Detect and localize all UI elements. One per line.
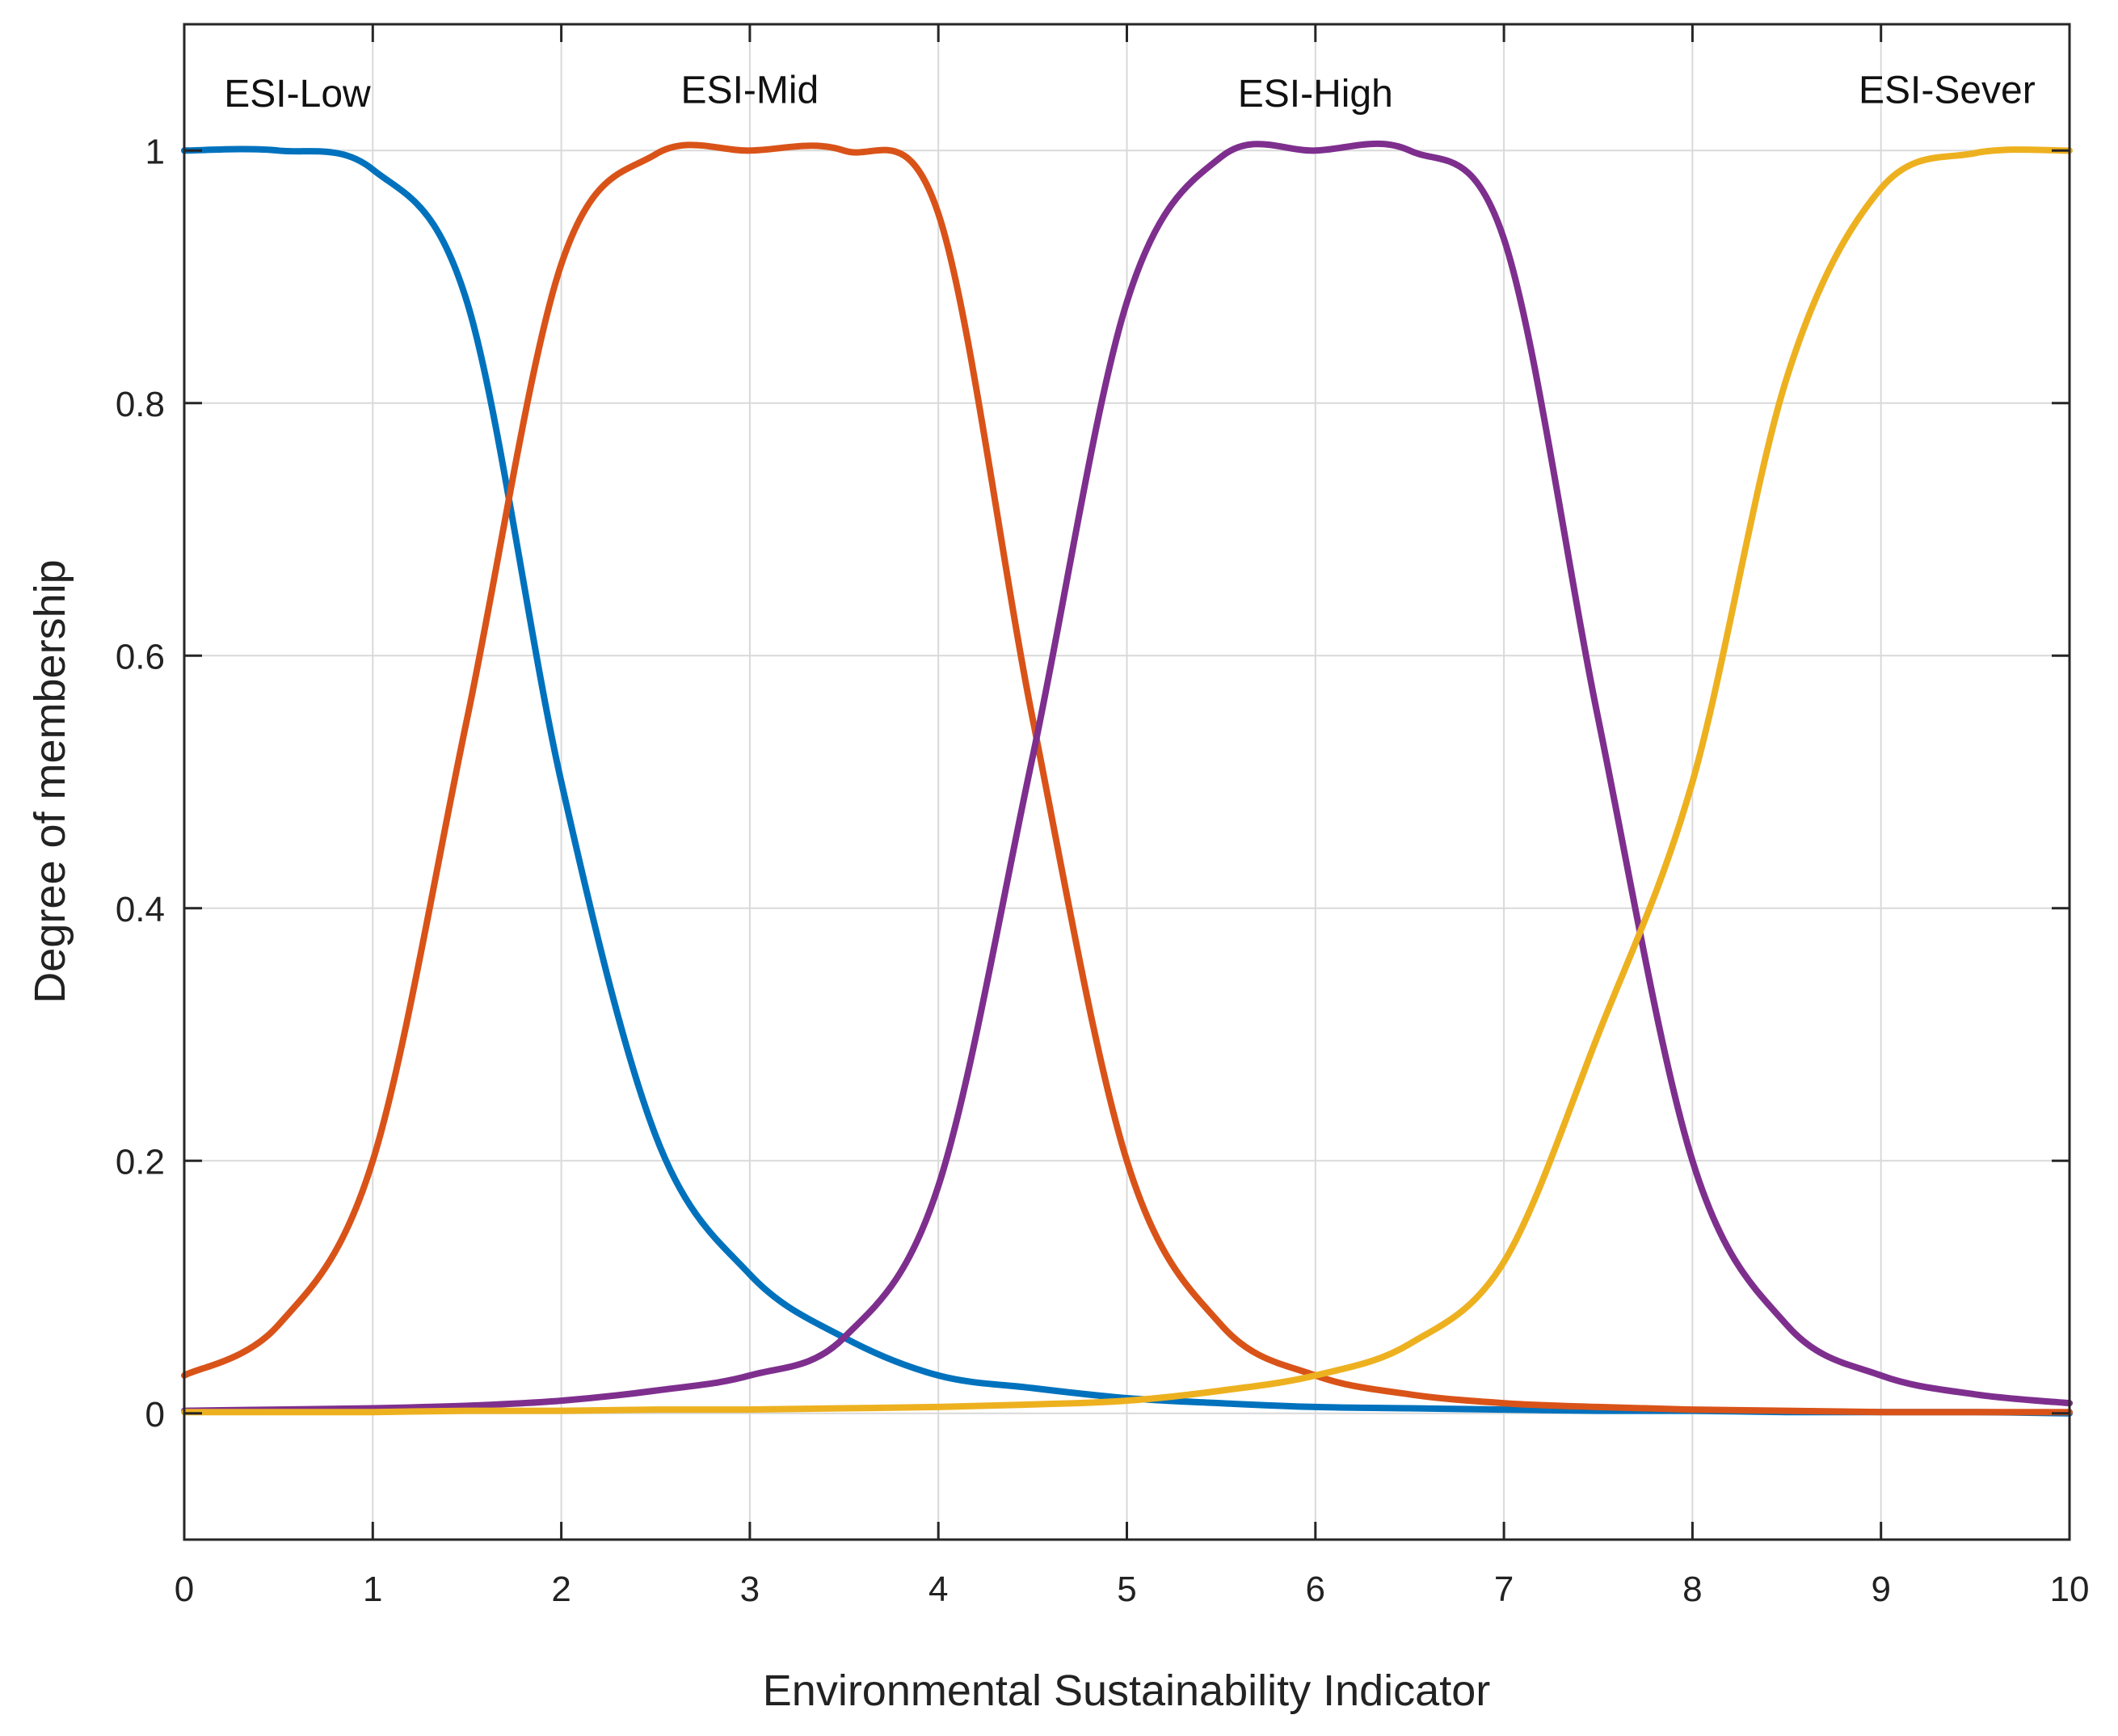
y-tick-label: 0 — [145, 1395, 165, 1435]
series-label-esi-sever: ESI-Sever — [1859, 69, 2036, 112]
series-line-esi-high — [181, 140, 2073, 1414]
x-axis-label: Environmental Sustainability Indicator — [763, 1666, 1490, 1715]
series-label-esi-mid: ESI-Mid — [681, 69, 819, 112]
x-tick-label: 10 — [2050, 1570, 2090, 1609]
series-label-esi-high: ESI-High — [1238, 73, 1393, 116]
curve-labels: ESI-Low ESI-Mid ESI-High ESI-Sever — [224, 69, 2035, 116]
y-tick-label: 0.8 — [116, 385, 165, 424]
series-line-esi-sever — [181, 146, 2073, 1416]
y-axis-label: Degree of membership — [26, 559, 74, 1003]
y-tick-label: 0.6 — [116, 637, 165, 676]
x-tick-label: 3 — [740, 1570, 760, 1609]
y-tick-label: 0.4 — [116, 890, 165, 929]
y-tick-label: 1 — [145, 132, 165, 171]
x-tick-label: 1 — [363, 1570, 382, 1609]
series-label-esi-low: ESI-Low — [224, 73, 371, 116]
x-tick-label: 2 — [551, 1570, 571, 1609]
x-tick-label: 4 — [928, 1570, 948, 1609]
x-tick-label: 9 — [1871, 1570, 1890, 1609]
x-tick-label: 7 — [1494, 1570, 1514, 1609]
x-tick-label: 5 — [1117, 1570, 1136, 1609]
x-tick-label: 6 — [1306, 1570, 1325, 1609]
y-tick-labels: 0 0.2 0.4 0.6 0.8 1 — [116, 132, 165, 1435]
x-tick-labels: 0 1 2 3 4 5 6 7 8 9 10 — [175, 1570, 2090, 1609]
ticks — [183, 24, 2071, 1540]
x-tick-label: 8 — [1682, 1570, 1702, 1609]
y-tick-label: 0.2 — [116, 1142, 165, 1182]
x-tick-label: 0 — [175, 1570, 194, 1609]
series-line-esi-mid — [181, 141, 2073, 1416]
curves — [181, 140, 2073, 1417]
